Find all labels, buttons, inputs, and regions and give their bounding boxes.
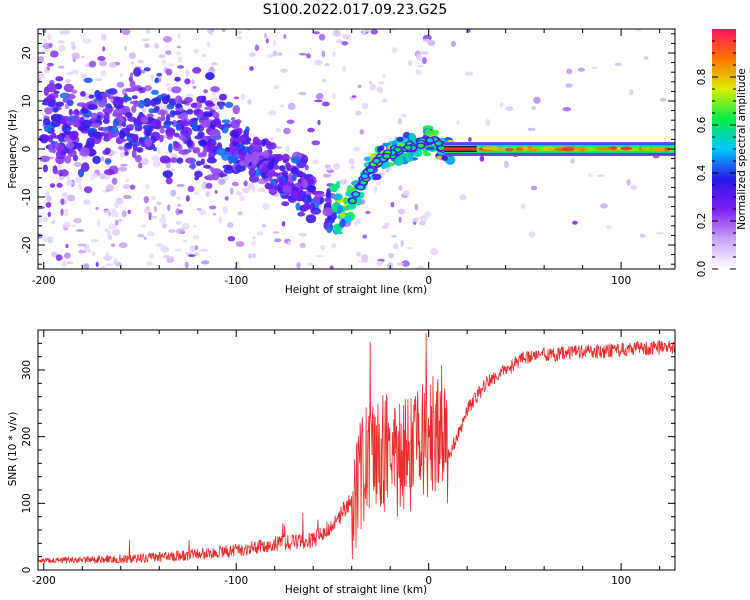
colorbar-tick-label: 0.4 <box>696 164 708 181</box>
snr-x-label: Height of straight line (km) <box>285 584 427 596</box>
spectrogram-y-ticks: -20 -10 0 10 20 <box>21 33 675 265</box>
colorbar-tick-label: 0.8 <box>696 69 708 86</box>
colorbar-tick-label: 0.0 <box>696 261 708 278</box>
x-tick-label: 0 <box>425 575 432 587</box>
x-tick-label: -100 <box>224 275 248 287</box>
y-tick-label: -20 <box>21 236 33 253</box>
colorbar-tick-label: 0.6 <box>696 116 708 133</box>
y-tick-label: 0 <box>21 146 33 153</box>
x-tick-label: 100 <box>611 275 631 287</box>
colorbar-tick-label: 0.2 <box>696 213 708 230</box>
colorbar-ticks: 0.0 0.2 0.4 0.6 0.8 <box>696 40 736 278</box>
colorbar-gradient <box>712 29 736 269</box>
spectrogram-x-label: Height of straight line (km) <box>285 284 427 296</box>
y-tick-label: 0 <box>21 567 33 574</box>
x-tick-label: -100 <box>224 575 248 587</box>
snr-x-ticks: -200 -100 0 100 <box>32 330 661 587</box>
y-tick-label: -10 <box>21 188 33 205</box>
y-tick-label: 100 <box>21 493 33 513</box>
figure-title: S100.2022.017.09.23.G25 <box>263 2 448 18</box>
spectrogram-y-label: Frequency (Hz) <box>7 109 19 188</box>
x-tick-label: 0 <box>425 275 432 287</box>
snr-panel: -200 -100 0 100 0 100 200 300 Height of straig… <box>7 329 676 596</box>
spectrogram-x-ticks: -200 -100 0 100 <box>32 29 661 287</box>
snr-series-line <box>38 333 675 565</box>
y-tick-label: 20 <box>21 46 33 59</box>
snr-y-label: SNR (10 * v/v) <box>7 412 19 487</box>
y-tick-label: 300 <box>21 360 33 380</box>
y-tick-label: 200 <box>21 427 33 447</box>
colorbar: 0.0 0.2 0.4 0.6 0.8 Normalized spectral ampl… <box>696 29 748 277</box>
x-tick-label: -200 <box>32 275 56 287</box>
x-tick-label: -200 <box>32 575 56 587</box>
colorbar-label: Normalized spectral amplitude <box>736 68 748 229</box>
y-tick-label: 10 <box>21 94 33 107</box>
x-tick-label: 100 <box>611 575 631 587</box>
spectrogram-image <box>38 29 675 269</box>
snr-y-ticks: 0 100 200 300 <box>21 329 675 574</box>
